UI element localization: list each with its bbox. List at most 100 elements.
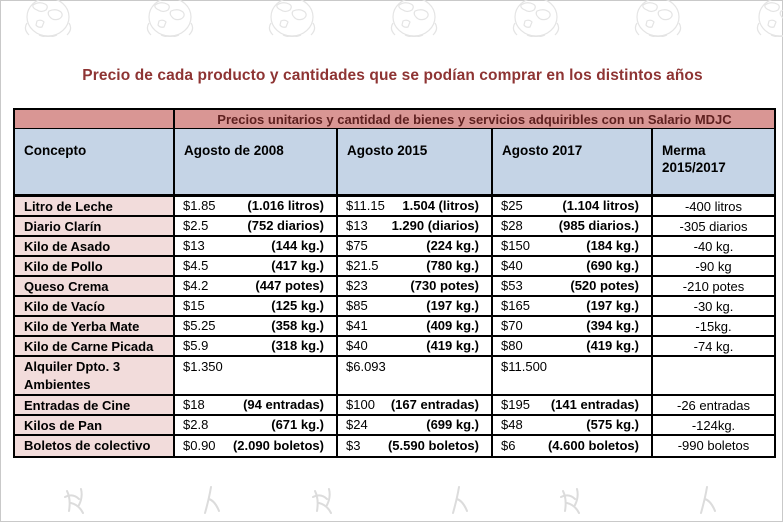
price-cell-2008: $5.25 (358 kg.) [175, 317, 338, 337]
table-row: Kilo de Pollo $4.5 (417 kg.) $21.5 (780 kg… [15, 257, 774, 277]
quantity-value: (94 entradas) [243, 397, 324, 412]
quantity-value: (4.600 boletos) [547, 438, 639, 453]
quantity-value: (141 entradas) [550, 397, 639, 412]
quantity-value: (730 potes) [410, 278, 479, 293]
merma-cell: -74 kg. [653, 337, 774, 357]
quantity-value: (1.104 litros) [562, 198, 639, 213]
quantity-value: (224 kg.) [426, 238, 479, 253]
merma-cell: -15kg. [653, 317, 774, 337]
price-value: $85 [346, 298, 368, 313]
merma-cell [653, 357, 774, 396]
figure-sketch-watermark-icon [452, 486, 468, 514]
price-cell-2017: $80 (419 kg.) [493, 337, 653, 357]
figure-sketch-watermark-icon [312, 488, 332, 514]
price-cell-2017: $40 (690 kg.) [493, 257, 653, 277]
price-value: $5.9 [183, 338, 209, 353]
table-row: Diario Clarín $2.5 (752 diarios) $13 1.290… [15, 217, 774, 237]
price-cell-2015: $40 (419 kg.) [338, 337, 493, 357]
page-title: Precio de cada producto y cantidades que… [82, 67, 703, 84]
price-cell-2017: $48 (575 kg.) [493, 416, 653, 436]
concept-cell: Kilo de Yerba Mate [15, 317, 175, 337]
price-cell-2015: $85 (197 kg.) [338, 297, 493, 317]
table-row: Entradas de Cine $18 (94 entradas) $100 (1… [15, 396, 774, 416]
price-cell-2017: $70 (394 kg.) [493, 317, 653, 337]
globe-in-hands-watermark-icon [634, 0, 682, 37]
figure-sketch-watermark-icon [700, 486, 716, 514]
table-banner: Precios unitarios y cantidad de bienes y… [175, 110, 774, 129]
price-value: $150 [501, 238, 530, 253]
price-cell-2015: $21.5 (780 kg.) [338, 257, 493, 277]
globe-in-hands-watermark-icon [390, 0, 438, 37]
price-value: $6 [501, 438, 516, 453]
quantity-value: (144 kg.) [271, 238, 324, 253]
table-row: Kilo de Vacío $15 (125 kg.) $85 (197 kg.) … [15, 297, 774, 317]
table-row: Queso Crema $4.2 (447 potes) $23 (730 pote… [15, 277, 774, 297]
price-cell-2008: $1.350 [175, 357, 338, 396]
price-value: $11.500 [501, 359, 548, 374]
price-value: $48 [501, 417, 523, 432]
price-value: $21.5 [346, 258, 379, 273]
price-cell-2015: $75 (224 kg.) [338, 237, 493, 257]
table-row: Alquiler Dpto. 3 Ambientes $1.350 $6.093… [15, 357, 774, 396]
col-header-merma: Merma 2015/2017 [653, 129, 774, 197]
quantity-value: (184 kg.) [586, 238, 639, 253]
price-cell-2015: $100 (167 entradas) [338, 396, 493, 416]
watermark-row-top [19, 0, 783, 37]
table-header-row: Concepto Agosto de 2008 Agosto 2015 Agos… [15, 129, 774, 197]
concept-cell: Litro de Leche [15, 197, 175, 217]
price-cell-2008: $2.8 (671 kg.) [175, 416, 338, 436]
price-value: $195 [501, 397, 530, 412]
price-cell-2017: $53 (520 potes) [493, 277, 653, 297]
price-value: $4.2 [183, 278, 209, 293]
merma-cell: -305 diarios [653, 217, 774, 237]
price-cell-2008: $18 (94 entradas) [175, 396, 338, 416]
quantity-value: (358 kg.) [271, 318, 324, 333]
quantity-value: (419 kg.) [586, 338, 639, 353]
price-value: $28 [501, 218, 523, 233]
quantity-value: (985 diarios.) [558, 218, 639, 233]
concept-cell: Kilo de Pollo [15, 257, 175, 277]
price-cell-2017: $11.500 [493, 357, 653, 396]
quantity-value: (1.016 litros) [247, 198, 324, 213]
quantity-value: (417 kg.) [271, 258, 324, 273]
price-cell-2008: $5.9 (318 kg.) [175, 337, 338, 357]
price-cell-2008: $1.85 (1.016 litros) [175, 197, 338, 217]
table-row: Kilos de Pan $2.8 (671 kg.) $24 (699 kg.) … [15, 416, 774, 436]
col-header-agosto-2017: Agosto 2017 [493, 129, 653, 197]
price-cell-2017: $165 (197 kg.) [493, 297, 653, 317]
quantity-value: 1.290 (diarios) [391, 218, 479, 233]
merma-cell: -90 kg [653, 257, 774, 277]
price-value: $100 [346, 397, 375, 412]
price-cell-2008: $4.5 (417 kg.) [175, 257, 338, 277]
price-cell-2008: $4.2 (447 potes) [175, 277, 338, 297]
globe-in-hands-watermark-icon [146, 0, 194, 37]
quantity-value: (780 kg.) [426, 258, 479, 273]
concept-cell: Kilo de Vacío [15, 297, 175, 317]
quantity-value: (318 kg.) [271, 338, 324, 353]
merma-cell: -400 litros [653, 197, 774, 217]
price-value: $24 [346, 417, 368, 432]
price-value: $165 [501, 298, 530, 313]
concept-cell: Alquiler Dpto. 3 Ambientes [15, 357, 175, 396]
globe-in-hands-watermark-icon [268, 0, 316, 37]
quantity-value: (197 kg.) [426, 298, 479, 313]
price-value: $1.85 [183, 198, 216, 213]
concept-cell: Kilos de Pan [15, 416, 175, 436]
figure-sketch-watermark-icon [64, 488, 84, 514]
table-row: Kilo de Yerba Mate $5.25 (358 kg.) $41 (40… [15, 317, 774, 337]
price-value: $6.093 [346, 359, 386, 374]
price-value: $13 [183, 238, 205, 253]
quantity-value: (699 kg.) [426, 417, 479, 432]
quantity-value: (197 kg.) [586, 298, 639, 313]
price-value: $2.8 [183, 417, 209, 432]
quantity-value: (394 kg.) [586, 318, 639, 333]
price-value: $11.15 [346, 198, 385, 213]
price-value: $18 [183, 397, 205, 412]
table-row: Litro de Leche $1.85 (1.016 litros) $11.1… [15, 197, 774, 217]
col-header-agosto-2015: Agosto 2015 [338, 129, 493, 197]
banner-empty-cell [15, 110, 175, 129]
merma-cell: -210 potes [653, 277, 774, 297]
quantity-value: 1.504 (litros) [402, 198, 479, 213]
quantity-value: (409 kg.) [426, 318, 479, 333]
